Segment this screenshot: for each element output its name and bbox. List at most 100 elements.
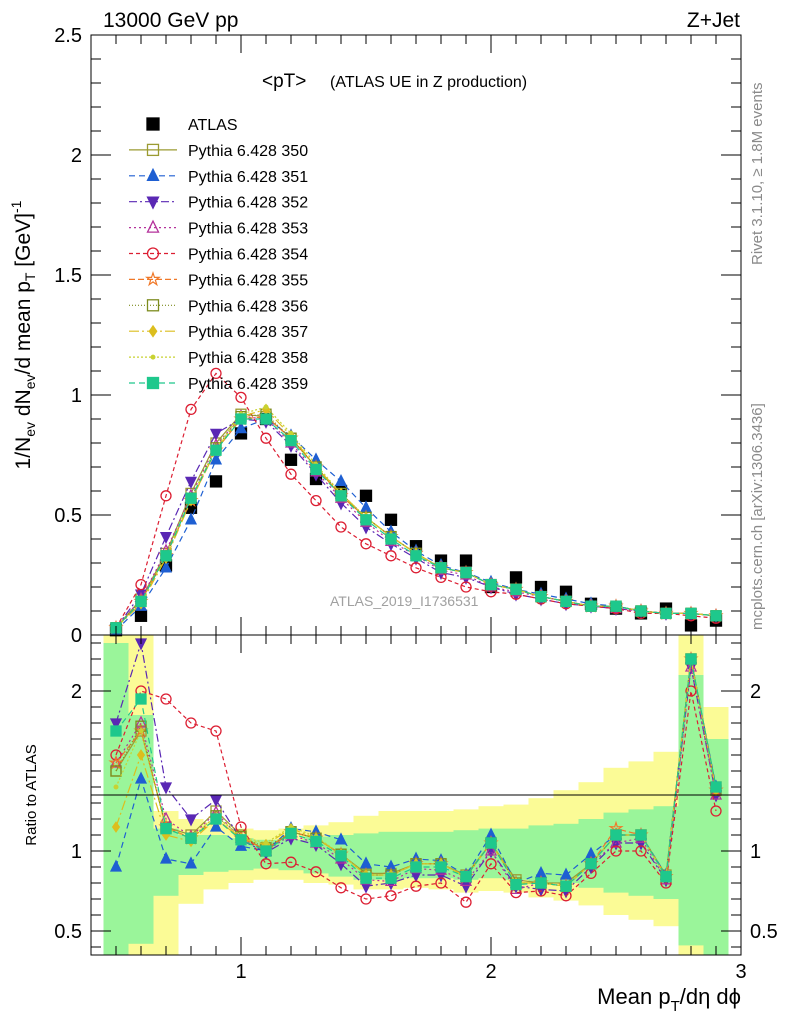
ratio-point	[109, 755, 123, 768]
series-line	[115, 372, 717, 629]
legend-label: Pythia 6.428 354	[188, 247, 308, 264]
ratio-point	[260, 858, 272, 870]
data-point	[460, 566, 472, 579]
ratio-point	[110, 749, 122, 761]
data-point	[159, 560, 173, 573]
legend-marker	[148, 324, 158, 338]
ratio-point	[385, 890, 397, 902]
data-point	[360, 538, 372, 550]
ratio-point	[635, 845, 647, 857]
energy-label: 13000 GeV pp	[103, 9, 238, 32]
ratio-point	[485, 858, 497, 870]
legend-label: Pythia 6.428 352	[188, 195, 308, 212]
data-point	[209, 475, 223, 488]
ratio-point	[460, 896, 472, 908]
legend-entry: Pythia 6.428 353	[129, 219, 308, 238]
data-point	[585, 600, 597, 612]
legend-marker	[146, 143, 160, 157]
ratio-point	[110, 765, 122, 777]
ratio-point	[184, 814, 198, 827]
data-point	[385, 533, 397, 545]
ratio-y-tick-label: 0.5	[54, 921, 82, 943]
data-point	[385, 550, 397, 562]
legend-entry: Pythia 6.428 350	[129, 143, 308, 160]
x-tick-label: 1	[235, 961, 246, 983]
legend-label: Pythia 6.428 356	[188, 298, 308, 315]
legend-label: Pythia 6.428 359	[188, 376, 308, 393]
legend-label: Pythia 6.428 350	[188, 143, 308, 160]
y-axis-title-ratio: Ratio to ATLAS	[23, 744, 40, 845]
plot-title: <pT>	[262, 71, 306, 92]
y-axis-title: 1/Nev dNev/d mean pT [GeV]-1	[8, 200, 38, 469]
legend-entry: Pythia 6.428 351	[129, 167, 308, 186]
ratio-point	[460, 870, 472, 883]
ratio-point	[435, 861, 447, 873]
data-point	[134, 609, 148, 622]
ratio-point	[109, 718, 123, 731]
ratio-point	[285, 856, 297, 868]
data-point	[635, 605, 647, 617]
data-point	[360, 514, 372, 526]
ratio-y-tick-label-right: 2	[750, 681, 761, 703]
ratio-point	[263, 840, 269, 846]
ratio-point	[108, 754, 124, 770]
data-point	[135, 578, 147, 591]
legend-marker	[146, 247, 160, 260]
main-series-10	[110, 413, 722, 634]
ratio-point	[111, 821, 121, 833]
process-label: Z+Jet	[687, 9, 740, 32]
data-point	[685, 607, 697, 620]
legend-marker	[144, 271, 162, 287]
plot-title-main: <pT>	[262, 71, 306, 92]
ratio-point	[210, 813, 222, 825]
ratio-point	[684, 659, 698, 672]
data-point	[459, 554, 473, 567]
data-point	[310, 463, 322, 476]
ratio-point	[635, 829, 647, 841]
ratio-series-4	[110, 685, 722, 908]
ratio-point	[209, 819, 223, 832]
ratio-point	[685, 685, 697, 697]
band-inner-bin	[503, 828, 529, 880]
main-series-layer	[108, 367, 724, 637]
ratio-series-layer	[108, 638, 724, 908]
data-point	[560, 595, 572, 608]
data-point	[435, 562, 447, 574]
ratio-point	[485, 837, 497, 849]
y-tick-label: 0	[71, 625, 82, 647]
ratio-point	[159, 851, 173, 864]
ratio-point	[610, 845, 622, 857]
data-point	[359, 489, 373, 502]
ratio-point	[310, 866, 322, 878]
data-point	[310, 494, 322, 507]
data-point	[185, 492, 197, 504]
ratio-point	[159, 782, 173, 795]
ratio-point	[609, 835, 623, 848]
ratio-point	[360, 893, 372, 905]
legend-entry: Pythia 6.428 358	[129, 350, 308, 367]
data-point	[335, 521, 347, 533]
ratio-point	[484, 843, 498, 856]
band-inner-bin	[628, 809, 654, 896]
ratio-point	[160, 693, 172, 705]
legend-entry: Pythia 6.428 355	[129, 271, 308, 289]
axes-ticks-layer: 00.511.522.51 2 30.5 0.51 12 2	[54, 25, 778, 983]
y-tick-label: 1.5	[54, 265, 82, 287]
watermark-analysis: ATLAS_2019_I1736531	[330, 593, 479, 609]
legend-label: Pythia 6.428 358	[188, 350, 308, 367]
data-point	[260, 432, 272, 444]
ratio-point	[184, 856, 198, 869]
legend-label: Pythia 6.428 353	[188, 221, 308, 238]
ratio-point	[610, 829, 622, 841]
ratio-point	[585, 858, 597, 870]
ratio-point	[335, 882, 347, 894]
legend-entry: Pythia 6.428 359	[129, 376, 308, 393]
data-point	[660, 607, 672, 620]
legend-label: Pythia 6.428 355	[188, 272, 308, 289]
data-point	[335, 490, 347, 502]
ratio-series-9	[110, 653, 722, 892]
rivet-label: Rivet 3.1.10, ≥ 1.8M events	[749, 83, 766, 266]
ratio-point	[710, 805, 722, 817]
data-point	[410, 550, 422, 562]
